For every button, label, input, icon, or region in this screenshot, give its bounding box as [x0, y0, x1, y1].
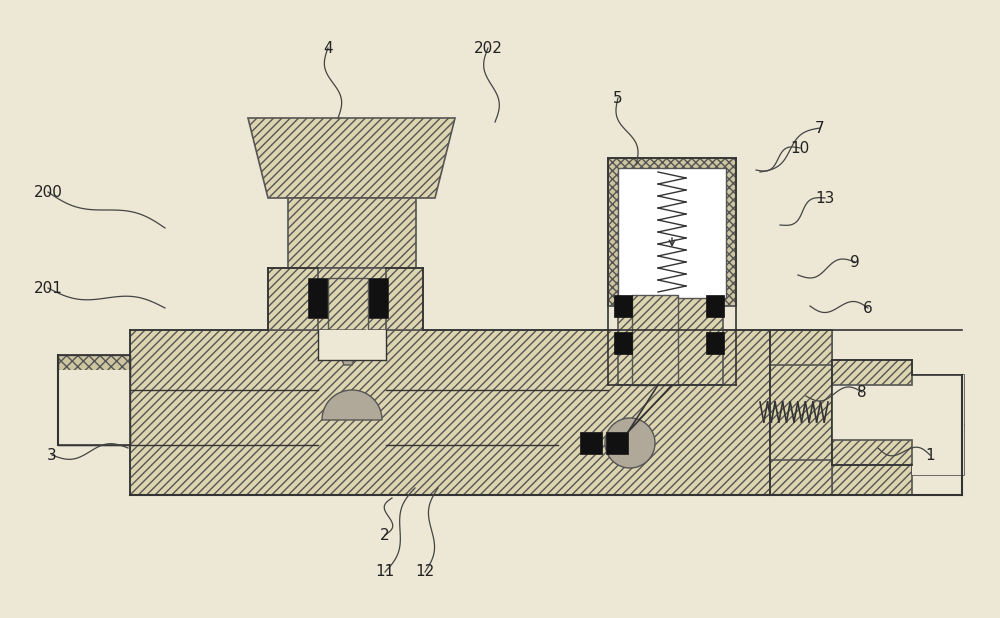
Text: 202: 202 — [474, 41, 502, 56]
Bar — [912, 425, 964, 475]
Bar — [614, 332, 632, 354]
Bar — [832, 430, 912, 495]
Polygon shape — [330, 330, 366, 365]
Bar — [580, 432, 602, 454]
Bar — [706, 295, 724, 317]
Text: 3: 3 — [47, 447, 57, 462]
Text: 201: 201 — [34, 281, 62, 295]
Bar — [832, 360, 912, 465]
Text: 6: 6 — [863, 300, 873, 316]
Text: 2: 2 — [380, 528, 390, 543]
Bar — [618, 295, 663, 385]
Bar — [912, 425, 964, 475]
Bar — [632, 295, 678, 385]
Bar — [288, 198, 416, 268]
Text: 9: 9 — [850, 255, 860, 269]
Text: 7: 7 — [815, 121, 825, 135]
Bar — [58, 355, 130, 445]
Bar — [832, 360, 912, 385]
Bar — [368, 278, 388, 318]
Text: 5: 5 — [613, 90, 623, 106]
Text: 13: 13 — [815, 190, 835, 206]
Bar — [268, 268, 423, 330]
Bar — [678, 295, 723, 385]
Bar — [318, 330, 386, 360]
Bar — [770, 330, 832, 495]
Polygon shape — [605, 418, 655, 468]
Bar — [912, 375, 964, 425]
Text: 200: 200 — [34, 185, 62, 200]
Bar — [706, 332, 724, 354]
Bar — [328, 278, 368, 338]
Bar — [318, 268, 386, 330]
Bar — [130, 330, 770, 495]
Bar — [608, 158, 736, 306]
Text: 11: 11 — [375, 564, 395, 580]
Bar — [614, 295, 632, 317]
Bar — [308, 278, 328, 318]
Bar — [912, 375, 964, 425]
Bar — [58, 370, 130, 445]
Text: 10: 10 — [790, 140, 810, 156]
Text: 8: 8 — [857, 384, 867, 399]
Text: 1: 1 — [925, 447, 935, 462]
Text: 12: 12 — [415, 564, 435, 580]
Bar — [618, 168, 726, 298]
Polygon shape — [322, 390, 382, 420]
Polygon shape — [248, 118, 455, 198]
Bar — [606, 432, 628, 454]
Bar — [58, 425, 130, 445]
Text: 4: 4 — [323, 41, 333, 56]
Bar — [58, 355, 130, 375]
Bar — [770, 460, 832, 495]
Bar — [770, 330, 832, 365]
Bar — [832, 440, 912, 465]
Bar — [832, 360, 912, 465]
